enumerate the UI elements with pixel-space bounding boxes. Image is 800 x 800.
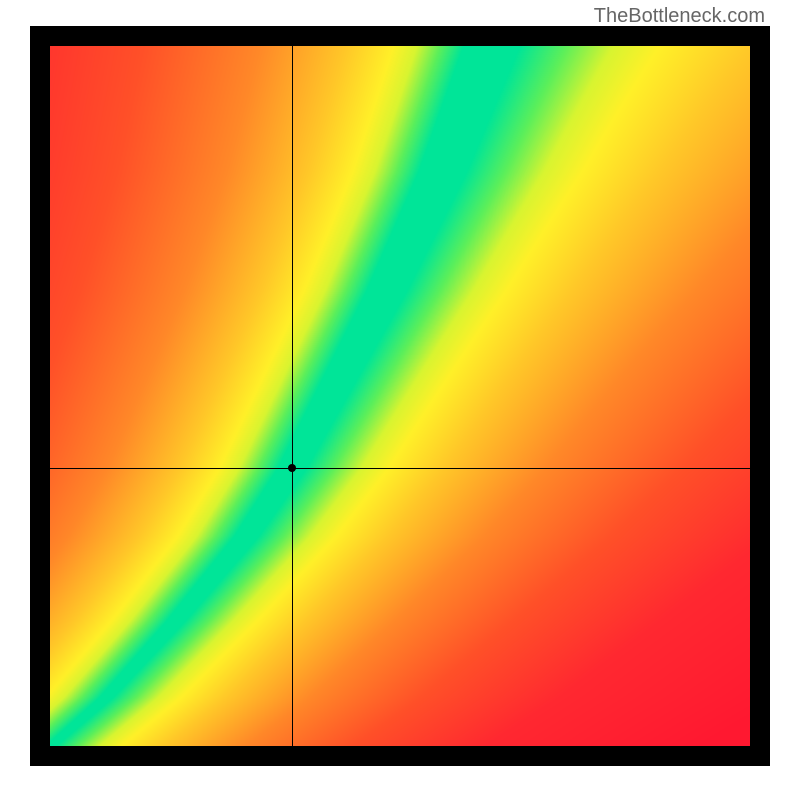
crosshair-horizontal xyxy=(50,468,750,469)
watermark-text: TheBottleneck.com xyxy=(594,5,765,28)
marker-point xyxy=(288,464,296,472)
heatmap-canvas xyxy=(50,46,750,746)
chart-container: TheBottleneck.com xyxy=(0,0,800,800)
chart-frame xyxy=(30,26,770,766)
crosshair-vertical xyxy=(292,46,293,746)
